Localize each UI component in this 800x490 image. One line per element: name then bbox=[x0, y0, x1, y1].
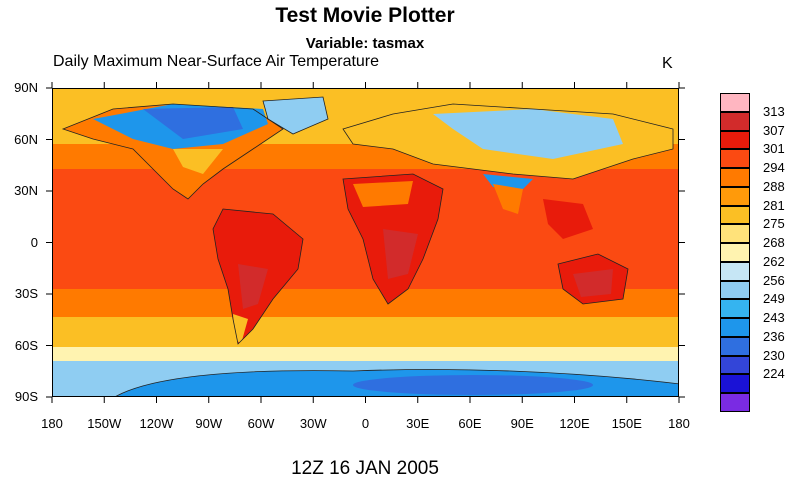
lon-tick-label: 180 bbox=[41, 416, 63, 431]
africa-hot bbox=[383, 229, 418, 279]
greenland-land bbox=[263, 97, 328, 134]
colorbar-swatch bbox=[720, 299, 750, 318]
lat-tick-label: 60S bbox=[14, 337, 38, 353]
south-america-hot bbox=[238, 264, 268, 309]
lon-tick-label: 150E bbox=[611, 416, 642, 431]
coast-antarctica bbox=[115, 369, 678, 396]
colorbar-swatch bbox=[720, 318, 750, 337]
colorbar-swatch bbox=[720, 130, 750, 150]
lat-tick-label: 90N bbox=[14, 80, 38, 95]
lat-tick-label: 30N bbox=[14, 183, 38, 198]
colorbar-label: 243 bbox=[763, 310, 785, 325]
colorbar-label: 268 bbox=[763, 235, 785, 250]
colorbar-label: 256 bbox=[763, 272, 785, 288]
lat-tick-label: 30S bbox=[14, 286, 38, 301]
coast-africa bbox=[342, 173, 444, 305]
coast-greenland bbox=[262, 96, 329, 135]
lon-tick-label: 180 bbox=[668, 416, 690, 431]
coast-australia bbox=[557, 253, 629, 305]
lon-tick-label: 120E bbox=[559, 416, 590, 431]
lon-tick-label: 60W bbox=[247, 416, 275, 431]
coast-south-america bbox=[212, 208, 304, 345]
plot-title: Test Movie Plotter bbox=[275, 4, 455, 27]
lat-tick-label: 90S bbox=[14, 389, 38, 404]
lat-tick-label: 0 bbox=[30, 234, 38, 250]
colorbar-label: 301 bbox=[763, 141, 785, 157]
usa-cool bbox=[173, 149, 223, 174]
coast-north-america bbox=[61, 103, 284, 200]
sahara-warm bbox=[353, 181, 413, 207]
colorbar-swatch bbox=[720, 93, 750, 112]
colorbar-label: 288 bbox=[763, 178, 785, 194]
lon-tick-label: 90E bbox=[510, 416, 534, 431]
colorbar-swatch bbox=[720, 336, 750, 356]
map-panel bbox=[52, 88, 679, 397]
colorbar-label: 230 bbox=[763, 347, 785, 363]
canada-frigid bbox=[143, 107, 243, 139]
colorbar-swatch bbox=[720, 205, 750, 225]
coast-eurasia bbox=[342, 103, 674, 180]
antarctica-frigid bbox=[353, 375, 593, 395]
colorbar-swatch bbox=[720, 243, 750, 262]
plot-subtitle: Variable: tasmax bbox=[305, 35, 425, 52]
lat-tick-label: 60N bbox=[14, 131, 38, 147]
lon-tick-label: 0 bbox=[361, 416, 370, 431]
colorbar-swatch bbox=[720, 186, 750, 206]
colorbar-label: 275 bbox=[763, 216, 785, 232]
colorbar-swatch bbox=[720, 355, 750, 375]
colorbar-label: 294 bbox=[763, 160, 785, 175]
variable-long-name: Daily Maximum Near-Surface Air Temperatu… bbox=[53, 53, 380, 70]
australia-hot bbox=[573, 269, 613, 297]
lon-tick-label: 90W bbox=[195, 416, 223, 431]
colorbar-swatch bbox=[720, 261, 750, 281]
colorbar-swatch bbox=[720, 149, 750, 168]
lon-tick-label: 150W bbox=[87, 416, 122, 431]
units-label: K bbox=[662, 55, 673, 72]
timestamp: 12Z 16 JAN 2005 bbox=[291, 458, 439, 479]
colorbar-label: 313 bbox=[763, 103, 785, 119]
colorbar-swatch bbox=[720, 224, 750, 243]
colorbar-label: 224 bbox=[763, 366, 785, 382]
lon-tick-label: 120W bbox=[139, 416, 174, 431]
lon-tick-label: 30W bbox=[299, 416, 327, 431]
colorbar-label: 281 bbox=[763, 197, 785, 213]
lon-tick-label: 60E bbox=[458, 416, 482, 431]
colorbar-swatch bbox=[720, 374, 750, 393]
colorbar-swatch bbox=[720, 280, 750, 300]
colorbar-swatch bbox=[720, 168, 750, 187]
colorbar-swatch bbox=[720, 111, 750, 131]
lon-tick-label: 30E bbox=[406, 416, 430, 431]
india-land bbox=[493, 184, 523, 214]
coastlines bbox=[61, 96, 678, 396]
se-asia-land bbox=[543, 199, 593, 239]
colorbar-label: 236 bbox=[763, 328, 785, 344]
colorbar-label: 262 bbox=[763, 253, 785, 269]
colorbar-swatch bbox=[720, 393, 750, 412]
siberia-cold bbox=[433, 109, 623, 159]
temperature-map bbox=[53, 89, 678, 396]
colorbar-label: 249 bbox=[763, 291, 785, 307]
colorbar-label: 307 bbox=[763, 122, 785, 138]
